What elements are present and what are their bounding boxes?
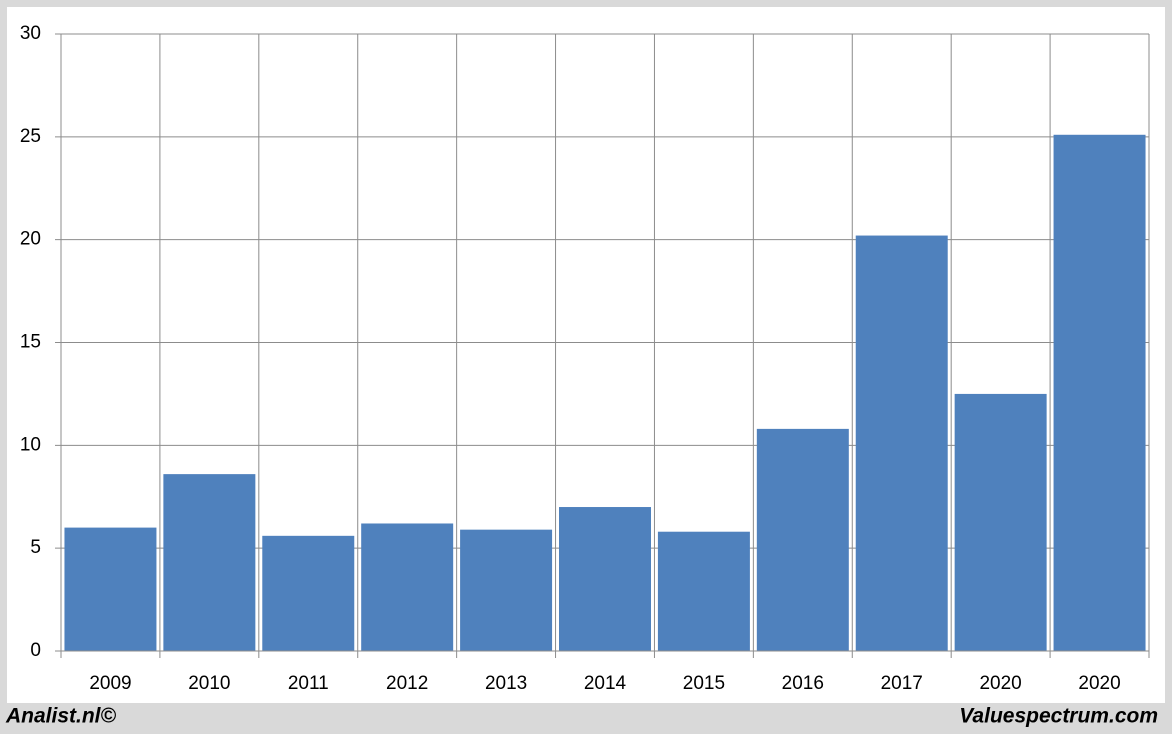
bar (361, 523, 454, 651)
bar (559, 507, 651, 651)
bar (460, 529, 553, 651)
y-tick-label: 0 (30, 640, 41, 661)
bar (855, 235, 948, 651)
bar (954, 393, 1047, 651)
x-tick-label: 2013 (485, 673, 527, 694)
x-tick-label: 2017 (881, 673, 923, 694)
y-tick-label: 10 (20, 434, 41, 455)
footer-right: Valuespectrum.com (959, 705, 1158, 728)
bar (64, 527, 157, 651)
bar (1053, 134, 1146, 651)
bar (163, 474, 256, 651)
footer-left: Analist.nl© (5, 705, 117, 728)
y-tick-label: 25 (20, 126, 41, 147)
x-tick-label: 2009 (89, 673, 131, 694)
x-tick-label: 2020 (979, 673, 1021, 694)
y-tick-label: 30 (20, 23, 41, 44)
y-tick-label: 15 (20, 332, 41, 353)
y-tick-label: 5 (30, 537, 41, 558)
x-tick-label: 2012 (386, 673, 428, 694)
y-tick-label: 20 (20, 229, 41, 250)
x-tick-label: 2014 (584, 673, 627, 694)
x-tick-label: 2016 (782, 673, 824, 694)
bar (657, 531, 750, 651)
bar (756, 428, 849, 651)
bar (262, 535, 355, 651)
x-tick-label: 2020 (1078, 673, 1120, 694)
x-tick-label: 2010 (188, 673, 230, 694)
x-tick-label: 2011 (288, 673, 329, 694)
x-tick-label: 2015 (683, 673, 725, 694)
